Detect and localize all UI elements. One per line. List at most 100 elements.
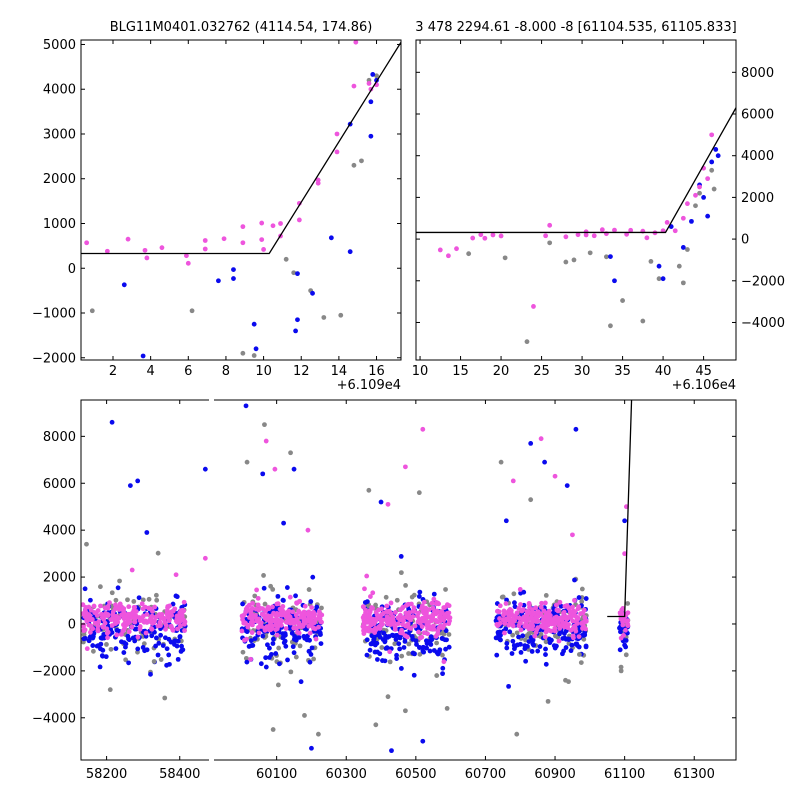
data-point-magenta	[129, 624, 135, 630]
data-point-grey	[403, 708, 408, 714]
data-point-magenta	[618, 635, 624, 641]
data-point-blue	[380, 658, 385, 663]
data-point-magenta	[644, 235, 650, 241]
data-point-blue	[140, 353, 146, 359]
data-point-blue	[295, 271, 300, 277]
data-point-grey	[625, 601, 631, 606]
y-tick-label: 4000	[43, 83, 76, 98]
data-point-blue	[135, 646, 141, 652]
data-point-magenta	[524, 624, 530, 630]
data-point-magenta	[240, 240, 246, 246]
data-point-grey	[563, 259, 569, 265]
data-point-blue	[506, 683, 511, 689]
data-point-magenta	[126, 629, 132, 635]
data-point-grey	[524, 339, 530, 345]
data-point-magenta	[246, 602, 252, 608]
data-point-blue	[503, 626, 509, 632]
data-point-magenta	[313, 636, 319, 642]
data-point-magenta	[89, 617, 95, 622]
data-point-grey	[656, 276, 662, 282]
data-point-blue	[577, 628, 582, 634]
data-point-blue	[90, 643, 96, 648]
data-point-magenta	[502, 630, 507, 636]
data-point-magenta	[254, 587, 260, 593]
axes-frame	[80, 39, 402, 361]
data-point-magenta	[502, 610, 508, 616]
data-point-magenta	[334, 131, 340, 137]
data-point-grey	[90, 648, 96, 654]
x-tick-label: 60900	[534, 767, 575, 782]
data-point-magenta	[570, 532, 575, 538]
y-tick-label: 6000	[43, 477, 76, 492]
data-point-grey	[466, 251, 472, 257]
data-point-grey	[140, 597, 146, 603]
data-point-magenta	[351, 83, 357, 89]
data-point-magenta	[368, 594, 373, 599]
data-point-magenta	[573, 628, 579, 634]
data-point-grey	[434, 673, 440, 678]
data-point-blue	[562, 631, 567, 636]
data-point-magenta	[366, 81, 372, 86]
data-point-blue	[175, 638, 181, 644]
y-tick-label: 1000	[43, 217, 76, 232]
data-point-magenta	[175, 626, 180, 632]
data-point-blue	[81, 636, 87, 642]
data-point-blue	[284, 585, 290, 590]
data-point-blue	[518, 590, 523, 596]
data-point-magenta	[95, 626, 101, 632]
data-point-grey	[409, 594, 415, 600]
data-point-blue	[543, 652, 548, 657]
data-point-blue	[362, 600, 368, 605]
x-tick-label: 58200	[86, 767, 127, 782]
data-point-magenta	[538, 436, 544, 442]
data-point-magenta	[377, 615, 383, 621]
data-point-magenta	[446, 253, 451, 259]
data-point-magenta	[369, 628, 375, 633]
data-point-magenta	[563, 234, 569, 240]
data-point-magenta	[301, 621, 306, 627]
data-point-grey	[387, 659, 393, 665]
data-point-magenta	[241, 612, 247, 618]
data-point-magenta	[423, 613, 429, 619]
data-point-magenta	[370, 590, 376, 596]
data-point-blue	[495, 635, 501, 640]
data-point-blue	[535, 648, 541, 654]
data-point-grey	[524, 633, 530, 639]
data-point-magenta	[83, 604, 89, 610]
data-point-blue	[216, 278, 221, 284]
panel-title: 3 478 2294.61 -8.000 -8 [61104.535, 6110…	[415, 20, 736, 35]
data-point-magenta	[259, 220, 265, 226]
data-point-grey	[417, 651, 423, 657]
data-point-blue	[267, 645, 272, 651]
data-point-blue	[368, 99, 374, 105]
data-point-magenta	[416, 610, 421, 616]
data-point-magenta	[151, 620, 157, 626]
data-point-magenta	[315, 180, 321, 186]
data-point-blue	[310, 574, 316, 580]
data-point-magenta	[105, 635, 110, 641]
data-point-grey	[514, 630, 520, 636]
data-point-grey	[543, 593, 549, 598]
data-point-blue	[564, 483, 570, 489]
data-point-magenta	[163, 622, 169, 628]
data-point-grey	[528, 497, 534, 503]
data-point-blue	[153, 643, 158, 649]
data-point-blue	[135, 478, 141, 484]
data-point-grey	[162, 695, 168, 701]
data-point-magenta	[570, 633, 576, 639]
data-point-magenta	[102, 605, 108, 611]
data-point-blue	[522, 646, 528, 652]
data-point-magenta	[250, 622, 255, 628]
data-point-magenta	[581, 607, 587, 613]
data-point-blue	[258, 661, 264, 667]
data-point-blue	[375, 657, 380, 662]
x-tick-label: 35	[614, 364, 631, 379]
data-point-grey	[351, 162, 357, 168]
data-point-blue	[512, 644, 518, 650]
data-point-magenta	[538, 604, 544, 610]
data-point-magenta	[169, 609, 175, 615]
data-point-magenta	[623, 627, 628, 633]
data-point-blue	[263, 664, 269, 670]
data-point-magenta	[420, 609, 426, 615]
